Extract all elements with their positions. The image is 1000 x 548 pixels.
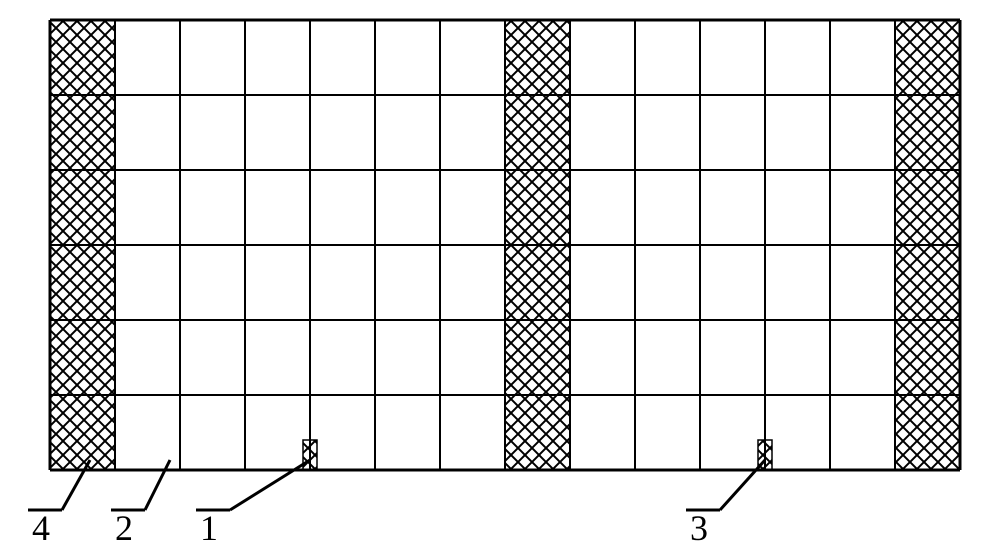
callout-label: 4 — [32, 508, 50, 548]
diagram-svg: 4 2 1 3 — [0, 0, 1000, 548]
callout-label: 3 — [690, 508, 708, 548]
callout-label: 2 — [115, 508, 133, 548]
callout-label: 1 — [200, 508, 218, 548]
